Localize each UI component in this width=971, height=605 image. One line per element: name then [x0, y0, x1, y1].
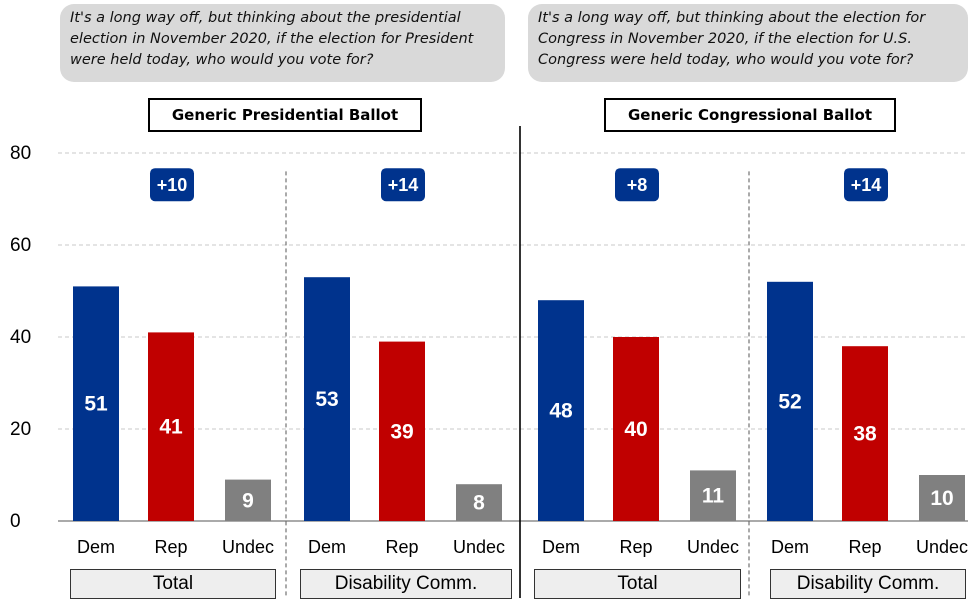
y-tick-label: 40 [10, 327, 31, 348]
data-label: 38 [853, 423, 877, 446]
group-label-cong-total: Total [534, 569, 741, 599]
group-label-pres-total: Total [70, 569, 276, 599]
category-label: Dem [542, 537, 580, 557]
data-label: 10 [930, 487, 953, 510]
y-tick-label: 60 [10, 235, 31, 256]
category-label: Rep [385, 537, 418, 557]
margin-badge-label: +10 [157, 175, 188, 195]
group-label-cong-disability: Disability Comm. [770, 569, 966, 599]
bar-rep [613, 337, 659, 521]
group-label-pres-disability: Disability Comm. [300, 569, 512, 599]
data-label: 39 [390, 420, 413, 443]
bar-rep [379, 341, 425, 521]
panel-title-congressional: Generic Congressional Ballot [604, 98, 896, 132]
category-label: Undec [687, 537, 739, 557]
margin-badge-label: +14 [851, 175, 882, 195]
category-label: Undec [916, 537, 968, 557]
y-tick-label: 0 [10, 511, 21, 532]
data-label: 40 [624, 418, 647, 441]
question-text-left: It's a long way off, but thinking about … [60, 4, 505, 82]
y-tick-label: 80 [10, 143, 31, 164]
category-label: Undec [222, 537, 274, 557]
category-label: Dem [77, 537, 115, 557]
category-label: Undec [453, 537, 505, 557]
question-text-right: It's a long way off, but thinking about … [528, 4, 968, 82]
margin-badge-label: +8 [627, 175, 648, 195]
bar-undec [919, 475, 965, 521]
bar-undec [690, 470, 736, 521]
data-label: 11 [702, 485, 725, 508]
category-label: Rep [848, 537, 881, 557]
y-tick-label: 20 [10, 419, 31, 440]
category-label: Dem [771, 537, 809, 557]
data-label: 8 [473, 492, 485, 515]
bar-rep [148, 332, 194, 521]
data-label: 51 [84, 393, 108, 416]
bar-dem [767, 281, 813, 521]
margin-badge [844, 168, 888, 202]
category-label: Rep [619, 537, 652, 557]
bar-undec [456, 484, 502, 521]
data-label: 53 [315, 388, 338, 411]
data-label: 48 [549, 400, 573, 423]
data-label: 9 [242, 489, 254, 512]
category-label: Dem [308, 537, 346, 557]
data-label: 52 [778, 390, 801, 413]
bar-rep [842, 346, 888, 521]
margin-badge [615, 168, 659, 202]
margin-badge [381, 168, 425, 202]
panel-title-presidential: Generic Presidential Ballot [148, 98, 422, 132]
data-label: 41 [159, 416, 183, 439]
bar-undec [225, 479, 271, 521]
category-label: Rep [154, 537, 187, 557]
bar-dem [73, 286, 119, 521]
margin-badge [150, 168, 194, 202]
bar-dem [304, 277, 350, 521]
bar-dem [538, 300, 584, 521]
margin-badge-label: +14 [388, 175, 419, 195]
